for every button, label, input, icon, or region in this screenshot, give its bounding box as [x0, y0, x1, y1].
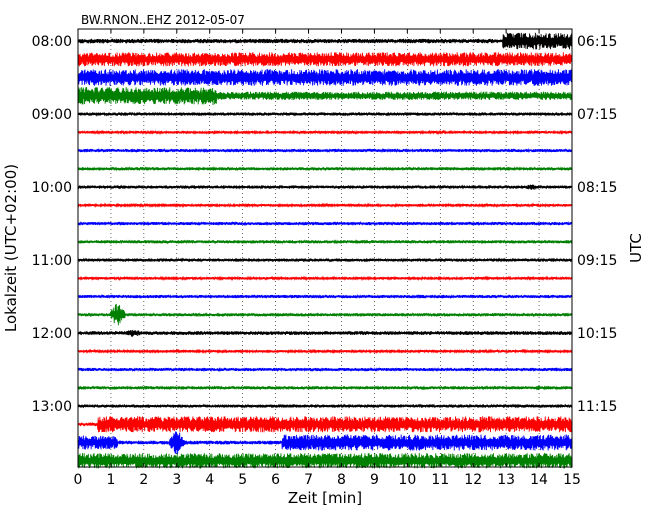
trace-1115	[77, 275, 573, 282]
y-left-tick-label: 13:00	[32, 399, 72, 415]
y-left-tick-label: 10:00	[32, 180, 72, 196]
x-tick-label: 11	[431, 472, 449, 488]
trace-0900	[77, 111, 573, 117]
x-tick-label: 1	[106, 472, 115, 488]
x-tick-label: 4	[205, 472, 214, 488]
trace-0815	[77, 52, 573, 67]
y-left-tick-label: 12:00	[32, 326, 72, 342]
trace-1330	[77, 431, 573, 454]
chart-title: BW.RNON..EHZ 2012-05-07	[81, 13, 245, 27]
x-tick-label: 15	[563, 472, 581, 488]
y-right-tick-label: 11:15	[577, 399, 617, 415]
trace-0845	[77, 87, 573, 105]
x-tick-label: 0	[74, 472, 83, 488]
y-right-tick-label: 07:15	[577, 107, 617, 123]
y-right-tick-label: 10:15	[577, 326, 617, 342]
trace-1045	[77, 239, 573, 245]
y-left-tick-label: 09:00	[32, 107, 72, 123]
trace-1145	[77, 303, 573, 326]
trace-1215	[77, 348, 573, 355]
trace-1315	[77, 416, 573, 433]
x-tick-label: 9	[370, 472, 379, 488]
trace-0945	[77, 166, 573, 172]
x-axis-title: Zeit [min]	[288, 489, 362, 507]
plot-frame	[77, 28, 573, 468]
x-tick-label: 5	[238, 472, 247, 488]
trace-1015	[77, 202, 573, 209]
trace-0930	[77, 147, 573, 154]
y-right-tick-label: 08:15	[577, 180, 617, 196]
y-right-tick-label: 09:15	[577, 253, 617, 269]
trace-1200	[77, 329, 573, 337]
y-right-tick-label: 06:15	[577, 34, 617, 50]
x-tick-label: 7	[304, 472, 313, 488]
x-tick-label: 6	[271, 472, 280, 488]
trace-1300	[77, 403, 573, 409]
x-tick-label: 12	[464, 472, 482, 488]
x-tick-label: 8	[337, 472, 346, 488]
y-axis-right-title: UTC	[627, 233, 645, 263]
traces	[77, 32, 573, 469]
y-left-tick-label: 11:00	[32, 253, 72, 269]
x-tick-label: 2	[139, 472, 148, 488]
trace-1100	[77, 257, 573, 263]
x-tick-label: 14	[530, 472, 548, 488]
trace-1245	[77, 385, 573, 391]
trace-1000	[77, 184, 573, 190]
x-tick-label: 13	[497, 472, 515, 488]
x-tick-label: 3	[172, 472, 181, 488]
right-axis-ticks: 06:15 07:15 08:15 09:15 10:15 11:15	[568, 34, 617, 415]
x-tick-label: 10	[398, 472, 416, 488]
trace-0830	[77, 69, 573, 86]
left-axis-ticks: 08:00 09:00 10:00 11:00 12:00 13:00	[32, 34, 82, 415]
y-axis-left-title: Lokalzeit (UTC+02:00)	[2, 164, 20, 332]
trace-1130	[77, 293, 573, 300]
y-left-tick-label: 08:00	[32, 34, 72, 50]
trace-0800	[77, 32, 573, 50]
trace-1230	[77, 366, 573, 373]
trace-1030	[77, 220, 573, 227]
x-axis-ticks: 0 1 2 3 4 5 6 7 8 9 10 11 12 13 14 15	[74, 29, 581, 488]
trace-0915	[77, 129, 573, 136]
